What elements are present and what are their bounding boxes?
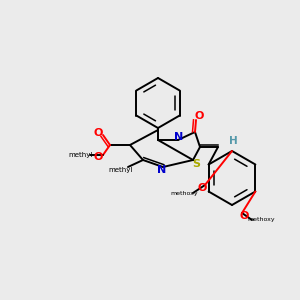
Text: O: O xyxy=(197,183,207,193)
Text: methyl: methyl xyxy=(69,152,93,158)
Text: O: O xyxy=(93,128,103,138)
Text: H: H xyxy=(229,136,237,146)
Text: methoxy: methoxy xyxy=(170,190,198,196)
Text: S: S xyxy=(192,159,200,169)
Text: methoxy: methoxy xyxy=(247,218,275,223)
Text: O: O xyxy=(93,152,103,162)
Text: methyl: methyl xyxy=(109,167,133,173)
Text: N: N xyxy=(158,165,166,175)
Text: O: O xyxy=(194,111,204,121)
Text: O: O xyxy=(239,211,249,221)
Text: N: N xyxy=(174,132,184,142)
